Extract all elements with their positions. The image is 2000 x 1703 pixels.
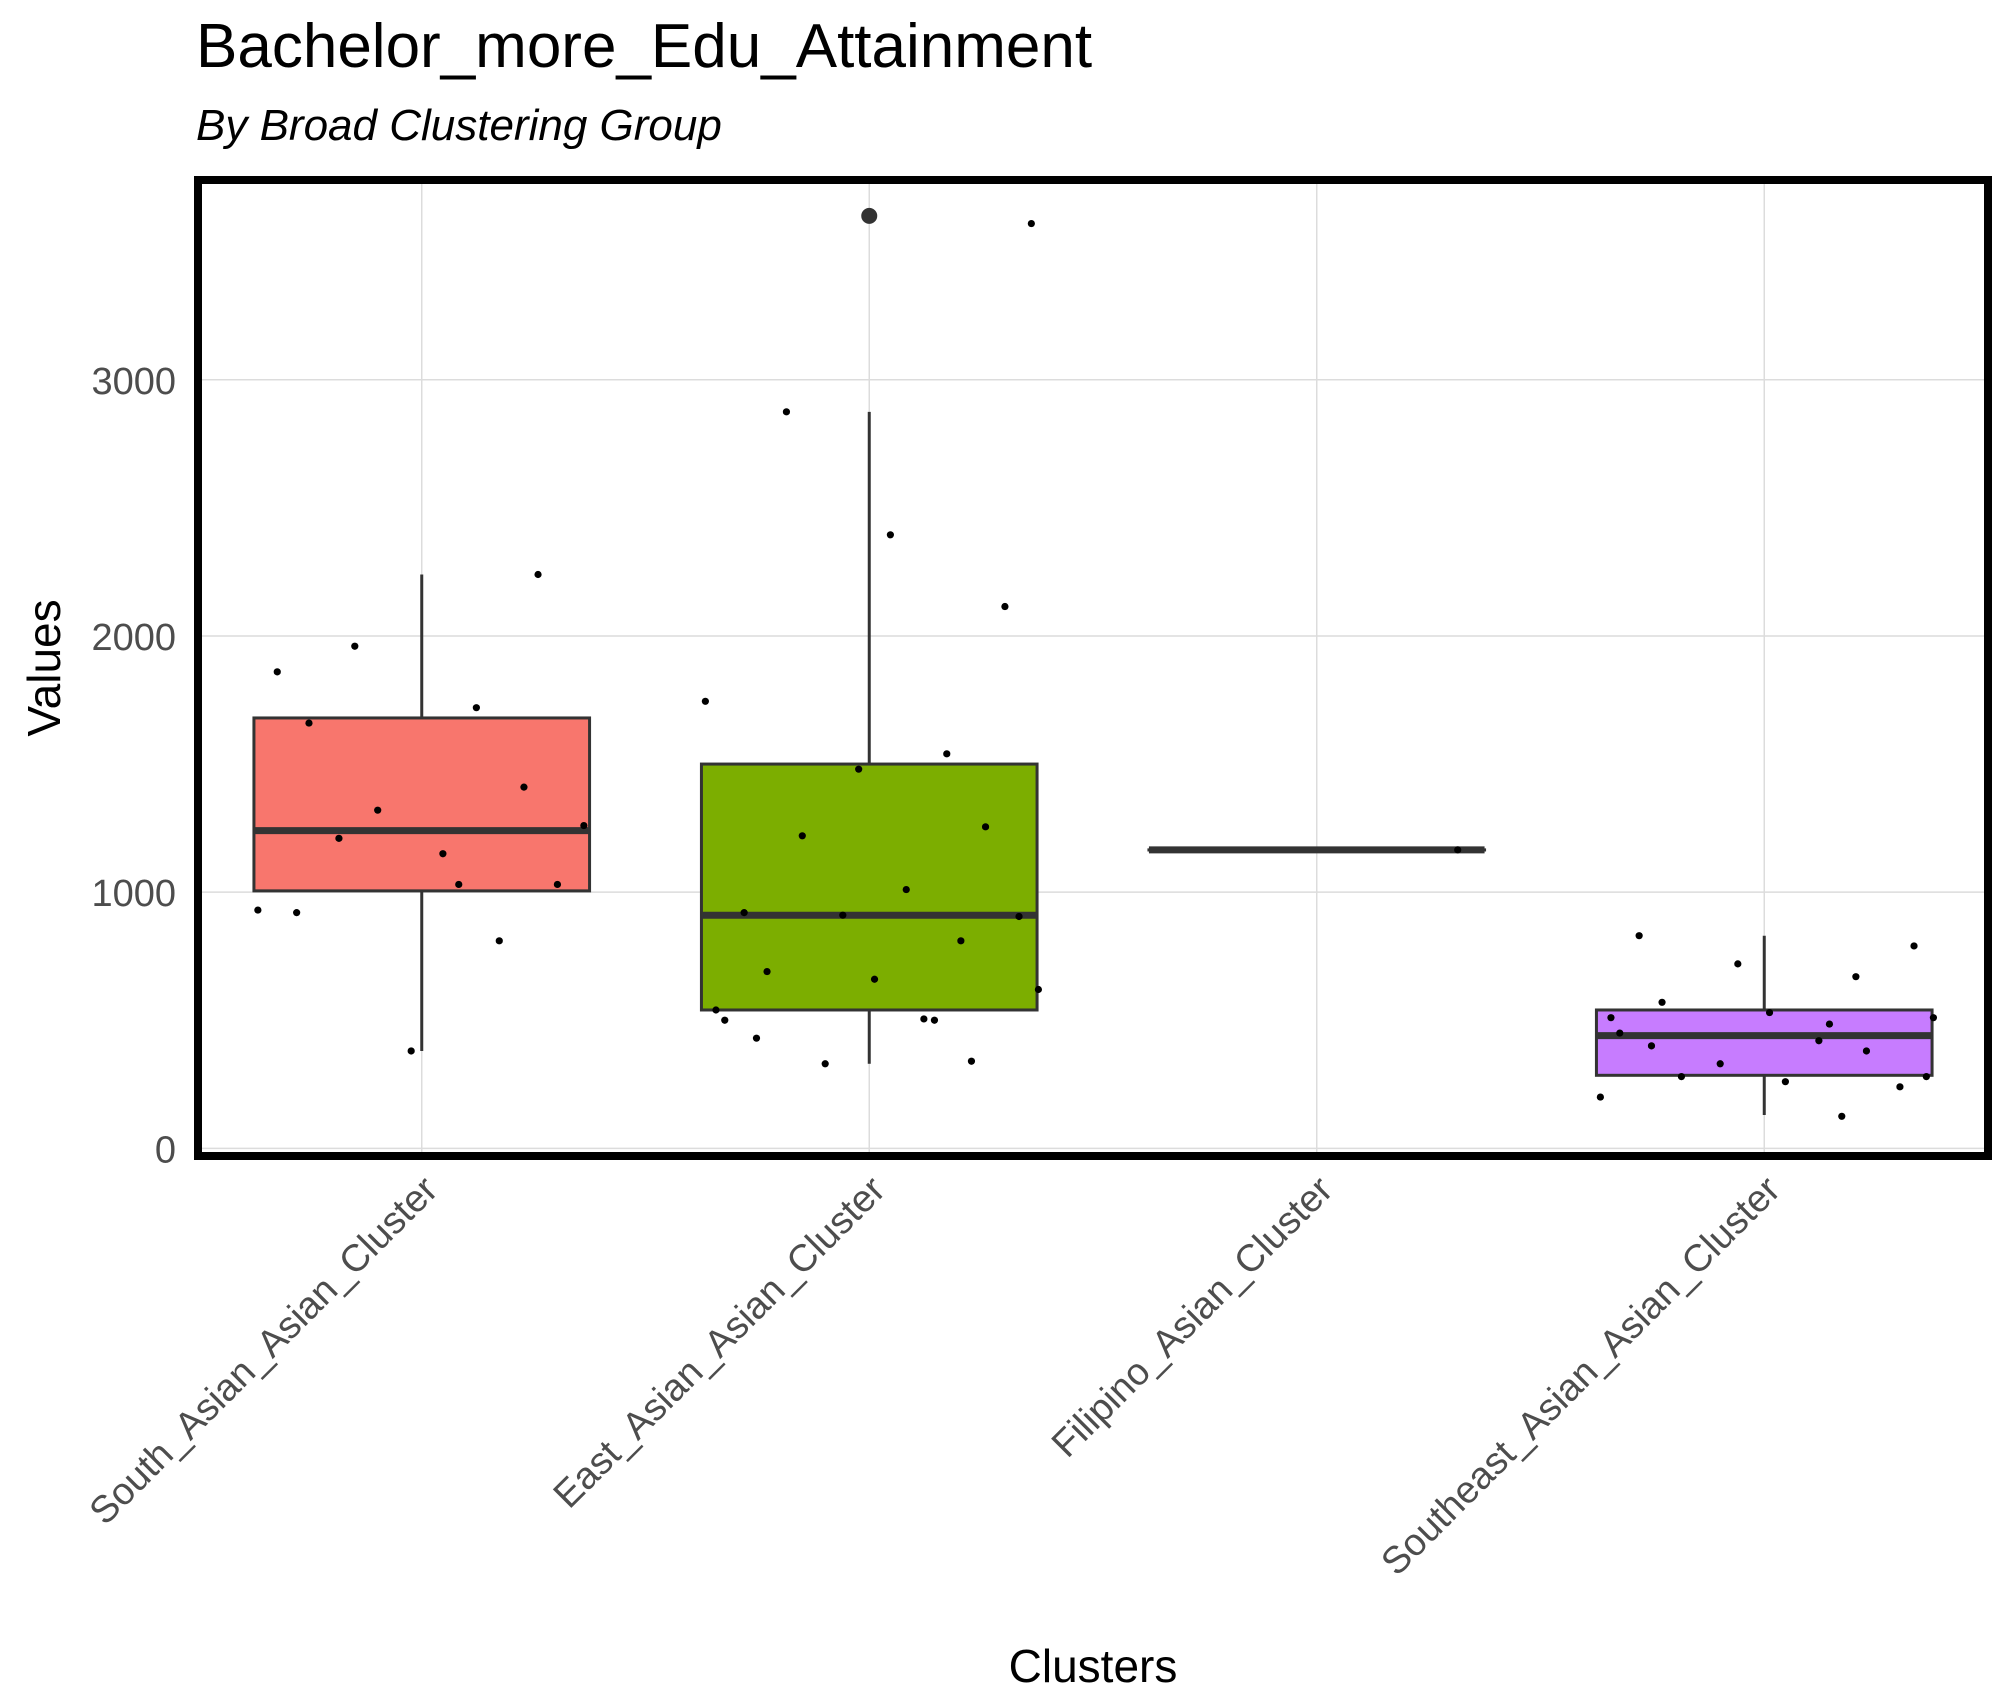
data-point [752, 1034, 761, 1042]
data-point [305, 719, 313, 727]
box-body [252, 716, 592, 893]
data-point [495, 937, 503, 945]
data-point [740, 909, 748, 917]
data-point [351, 642, 359, 650]
data-point [1454, 846, 1462, 854]
x-tick-label: East_Asian_Asian_Cluster [546, 1168, 894, 1516]
outlier-point [861, 207, 878, 224]
y-tick-labels: 0 1000 2000 3000 [91, 361, 176, 1172]
x-axis-label: Clusters [1009, 1640, 1178, 1692]
box-South_Asian_Asian_Cluster [252, 574, 592, 1051]
box-Southeast_Asian_Asian_Cluster [1594, 935, 1934, 1116]
y-tick-label: 1000 [91, 873, 176, 915]
x-tick-label: Filipino_Asian_Cluster [1044, 1168, 1341, 1465]
data-point [472, 704, 480, 712]
data-point [855, 765, 863, 773]
data-point [712, 1006, 720, 1014]
data-point [1027, 219, 1035, 228]
data-point [1616, 1029, 1624, 1037]
x-tick-label: South_Asian_Asian_Cluster [82, 1168, 447, 1533]
data-point [1734, 960, 1742, 968]
data-point [1677, 1072, 1686, 1081]
data-point [1862, 1047, 1871, 1055]
data-point [1635, 932, 1643, 940]
box-East_Asian_Asian_Cluster [699, 207, 1039, 1064]
data-point [520, 783, 528, 791]
data-point [957, 937, 965, 945]
data-point [1815, 1037, 1823, 1045]
data-point [981, 823, 990, 831]
data-point [1929, 1014, 1938, 1022]
box-body [699, 762, 1039, 1012]
data-point [1910, 942, 1918, 950]
y-tick-label: 3000 [91, 361, 176, 403]
data-point [930, 1016, 939, 1024]
data-point [1034, 985, 1043, 994]
data-point [1765, 1008, 1774, 1017]
data-point [374, 806, 382, 814]
data-point [782, 408, 791, 416]
box-body [1594, 1008, 1934, 1077]
data-point [1896, 1083, 1904, 1091]
data-point [798, 832, 806, 840]
data-point [1825, 1020, 1834, 1028]
data-point [902, 885, 910, 894]
data-point [293, 909, 301, 917]
data-point [886, 531, 894, 539]
boxes [252, 207, 1934, 1116]
data-point [821, 1060, 829, 1068]
data-point [1781, 1078, 1789, 1086]
y-tick-label: 0 [155, 1129, 176, 1171]
data-point [943, 750, 951, 758]
x-tick-label: Southeast_Asian_Asian_Cluster [1374, 1168, 1789, 1583]
jitter-points [254, 219, 1938, 1120]
panel-border [194, 176, 1992, 1160]
data-point [1658, 998, 1666, 1006]
data-point [1922, 1072, 1930, 1081]
y-axis-label: Values [18, 599, 70, 736]
data-point [721, 1016, 729, 1024]
data-point [335, 834, 343, 842]
data-point [534, 570, 542, 579]
data-point [839, 911, 847, 919]
data-point [920, 1015, 928, 1023]
data-point [1852, 973, 1860, 981]
data-point [763, 967, 771, 976]
data-point [254, 906, 262, 914]
x-tick-labels: South_Asian_Asian_Cluster East_Asian_Asia… [82, 1168, 1789, 1583]
data-point [273, 668, 281, 676]
data-point [1647, 1042, 1656, 1050]
data-point [1001, 602, 1009, 611]
data-point [1607, 1014, 1615, 1022]
data-point [967, 1057, 976, 1065]
data-point [1596, 1093, 1604, 1101]
data-point [1015, 912, 1023, 921]
data-point [407, 1047, 415, 1055]
data-point [580, 821, 588, 830]
data-point [553, 880, 562, 889]
chart-subtitle: By Broad Clustering Group [196, 101, 722, 150]
data-point [1716, 1060, 1724, 1068]
data-point [439, 850, 447, 858]
y-tick-label: 2000 [91, 617, 176, 659]
data-point [1838, 1112, 1846, 1120]
chart-title: Bachelor_more_Edu_Attainment [196, 12, 1093, 81]
data-point [455, 880, 463, 889]
data-point [870, 975, 879, 983]
data-point [701, 697, 709, 705]
